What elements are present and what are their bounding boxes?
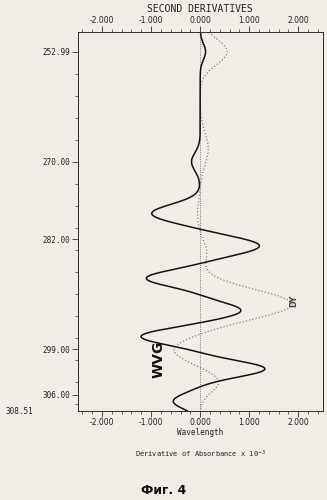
Text: Derivative of Absorbance x 10$^{-3}$: Derivative of Absorbance x 10$^{-3}$ (135, 449, 266, 460)
X-axis label: Wavelength: Wavelength (177, 428, 223, 438)
Text: DY: DY (289, 294, 298, 307)
Text: WVG: WVG (151, 340, 165, 378)
Text: 308.51: 308.51 (6, 406, 33, 416)
Title: SECOND DERIVATIVES: SECOND DERIVATIVES (147, 4, 253, 14)
Text: Фиг. 4: Фиг. 4 (141, 484, 186, 498)
